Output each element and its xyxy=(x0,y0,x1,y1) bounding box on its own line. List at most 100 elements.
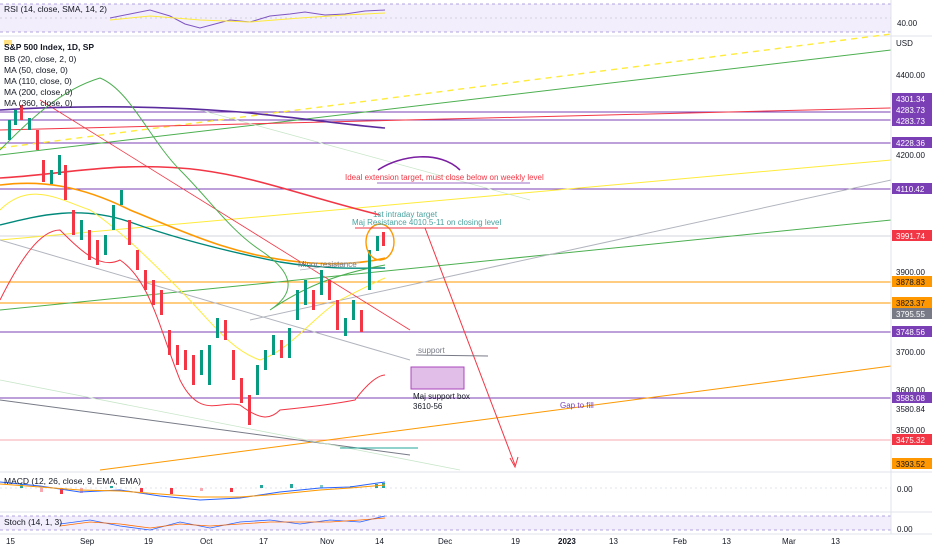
time-tick: 13 xyxy=(609,537,618,546)
macd-line xyxy=(0,481,386,501)
candle xyxy=(184,350,187,370)
study-legend-bb[interactable]: BB (20, close, 2, 0) xyxy=(4,54,76,64)
minor-resistance-note[interactable]: Minor resistance xyxy=(298,260,357,269)
price-tag[interactable]: 4283.73 xyxy=(892,115,932,126)
bb-lower-line[interactable] xyxy=(0,229,386,418)
candle xyxy=(272,335,275,355)
macd-legend[interactable]: MACD (12, 26, close, 9, EMA, EMA) xyxy=(4,476,141,486)
study-legend-ma360[interactable]: MA (360, close, 0) xyxy=(4,98,73,108)
candle xyxy=(20,105,23,120)
candles xyxy=(8,105,385,425)
support-box-title[interactable]: Maj support box xyxy=(413,392,470,401)
major-support-box[interactable] xyxy=(410,366,465,390)
candle xyxy=(360,310,363,332)
support-box-range[interactable]: 3610-56 xyxy=(413,402,443,411)
symbol-icon xyxy=(4,40,12,45)
price-tag[interactable]: 3748.56 xyxy=(892,326,932,337)
candle xyxy=(288,328,291,358)
projection-arrow-head xyxy=(509,456,519,469)
price-tag[interactable]: 4301.34 xyxy=(892,93,932,104)
first-intraday-note[interactable]: 1st intraday target xyxy=(373,210,438,219)
candle xyxy=(312,290,315,310)
minor-resistance-line[interactable] xyxy=(299,261,361,271)
candle xyxy=(320,270,323,295)
projection-arrow-line[interactable] xyxy=(424,227,516,466)
rsi-legend[interactable]: RSI (14, close, SMA, 14, 2) xyxy=(4,4,107,14)
price-tag[interactable]: 3878.83 xyxy=(892,276,932,287)
time-tick: 17 xyxy=(259,537,268,546)
candle xyxy=(72,210,75,235)
bb-upper-line[interactable] xyxy=(0,77,386,311)
price-tag[interactable]: 3475.32 xyxy=(892,434,932,445)
study-legend-ma50[interactable]: MA (50, close, 0) xyxy=(4,65,68,75)
price-tag[interactable]: 3795.55 xyxy=(892,308,932,319)
support-note[interactable]: support xyxy=(418,346,445,355)
symbol-title[interactable]: S&P 500 Index, 1D, SP xyxy=(4,42,94,52)
gap-to-fill-note[interactable]: Gap to fill xyxy=(560,401,594,410)
ma-360-line[interactable] xyxy=(0,105,386,129)
stoch-tick: 0.00 xyxy=(897,525,913,534)
extension-arc[interactable] xyxy=(377,156,461,171)
trendline-gray-down[interactable] xyxy=(0,239,411,361)
price-tag[interactable]: 3583.08 xyxy=(892,392,932,403)
time-axis[interactable]: 15 Sep 19 Oct 17 Nov 14 Dec 19 2023 13 F… xyxy=(6,537,840,546)
time-tick: Dec xyxy=(438,537,452,546)
candle xyxy=(352,300,355,320)
candle xyxy=(80,220,83,240)
candle xyxy=(152,280,155,305)
trendline-lightgreen[interactable] xyxy=(0,379,461,471)
trendline-lightgreen-upper[interactable] xyxy=(199,109,531,201)
candle xyxy=(88,230,91,260)
study-legend-ma200[interactable]: MA (200, close, 0) xyxy=(4,87,73,97)
price-pane: Ideal extension target, must close below… xyxy=(0,33,932,471)
candle xyxy=(50,170,53,184)
trendline-orange[interactable] xyxy=(99,365,892,471)
stoch-legend[interactable]: Stoch (14, 1, 3) xyxy=(4,517,62,527)
price-tag[interactable]: 4110.42 xyxy=(892,183,932,194)
trendline-dark-down[interactable] xyxy=(0,399,411,456)
price-tag[interactable]: 3393.52 xyxy=(892,458,932,469)
trendline-green-upper[interactable] xyxy=(0,49,892,156)
trendline-yellow[interactable] xyxy=(0,159,892,241)
trendline-green-lower[interactable] xyxy=(0,219,892,311)
candle xyxy=(192,355,195,385)
rsi-line xyxy=(109,9,386,29)
trendline-red-down[interactable] xyxy=(39,99,411,331)
candle xyxy=(58,155,61,175)
candle xyxy=(128,220,131,245)
macd-tick: 0.00 xyxy=(897,485,913,494)
major-resistance-note[interactable]: Maj Resistance 4010.5-11 on closing leve… xyxy=(352,218,501,227)
ma-110-line[interactable] xyxy=(0,182,386,265)
ma-200-line[interactable] xyxy=(0,165,381,216)
trendline-yellow-dashed[interactable] xyxy=(0,33,892,149)
candle xyxy=(200,350,203,375)
price-tag[interactable]: 3991.74 xyxy=(892,230,932,241)
candle xyxy=(376,236,379,251)
bb-basis-line[interactable] xyxy=(0,193,386,361)
candle xyxy=(328,280,331,300)
candle xyxy=(112,205,115,230)
support-line[interactable] xyxy=(415,354,489,357)
price-tag[interactable]: 3823.37 xyxy=(892,297,932,308)
candle xyxy=(168,330,171,355)
svg-text:4228.36: 4228.36 xyxy=(896,139,925,148)
svg-text:3823.37: 3823.37 xyxy=(896,299,925,308)
price-tick-3580: 3580.84 xyxy=(896,405,925,414)
candle xyxy=(8,120,11,140)
time-tick: Sep xyxy=(80,537,95,546)
time-tick: 19 xyxy=(144,537,153,546)
candle xyxy=(160,290,163,315)
ideal-extension-note[interactable]: Ideal extension target, must close below… xyxy=(345,173,544,182)
price-tag[interactable]: 4283.73 xyxy=(892,104,932,115)
ma-50-line[interactable] xyxy=(0,212,386,269)
trendline-gray[interactable] xyxy=(249,179,892,321)
candle xyxy=(248,395,251,425)
time-tick: 19 xyxy=(511,537,520,546)
trendline-red-upper[interactable] xyxy=(0,107,892,131)
candle xyxy=(368,250,371,290)
highlight-circle[interactable] xyxy=(365,223,395,261)
study-legend-ma110[interactable]: MA (110, close, 0) xyxy=(4,76,72,86)
price-tag[interactable]: 4228.36 xyxy=(892,137,932,148)
